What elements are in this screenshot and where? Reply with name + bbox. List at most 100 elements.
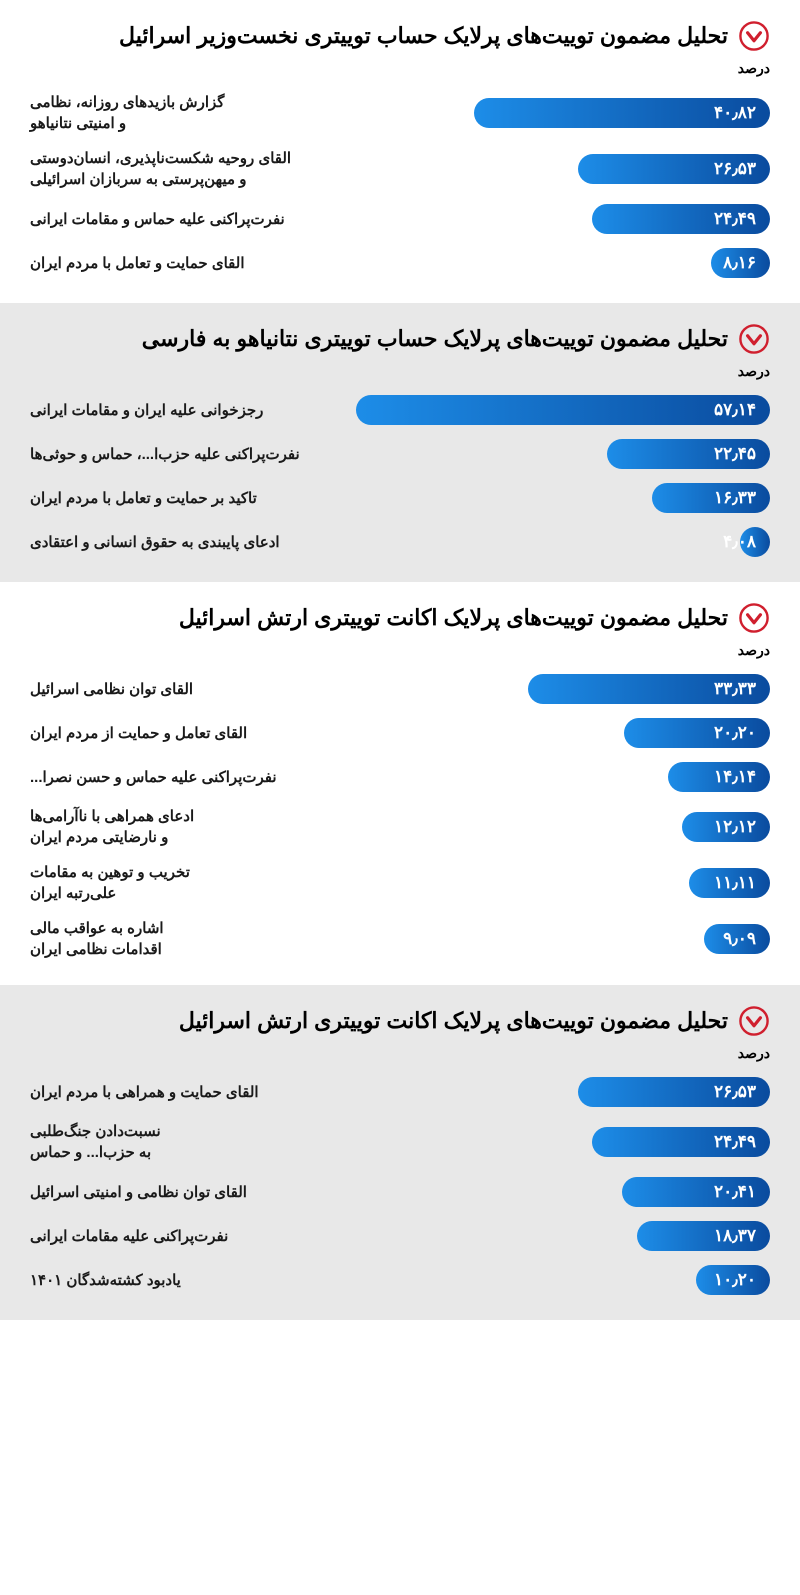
bar-label: القای حمایت و همراهی با مردم ایران bbox=[30, 1082, 320, 1103]
bar-row: ۲۶٫۵۳ القای روحیه شکست‌ناپذیری، انسان‌دوس… bbox=[30, 148, 770, 190]
bar-track: ۱۰٫۲۰ bbox=[335, 1265, 770, 1295]
bar-value: ۵۷٫۱۴ bbox=[714, 400, 756, 420]
bar-value: ۲۲٫۴۵ bbox=[714, 444, 756, 464]
bar-track: ۱۶٫۳۳ bbox=[335, 483, 770, 513]
bar-row: ۲۴٫۴۹ نفرت‌پراکنی علیه حماس و مقامات ایرا… bbox=[30, 204, 770, 234]
bar-value: ۲۴٫۴۹ bbox=[714, 1132, 756, 1152]
bar-track: ۲۲٫۴۵ bbox=[335, 439, 770, 469]
bar-value: ۱۸٫۳۷ bbox=[714, 1226, 756, 1246]
bar-label: یادبود کشته‌شدگان ۱۴۰۱ bbox=[30, 1270, 320, 1291]
section-header: تحلیل مضمون توییت‌های پرلایک اکانت توییت… bbox=[30, 1005, 770, 1037]
bar-track: ۲۶٫۵۳ bbox=[335, 154, 770, 184]
bar: ۲۶٫۵۳ bbox=[578, 1077, 770, 1107]
bar-label: اشاره به عواقب مالیاقدامات نظامی ایران bbox=[30, 918, 320, 960]
bar-label: نفرت‌پراکنی علیه حماس و مقامات ایرانی bbox=[30, 209, 320, 230]
bar-value: ۱۲٫۱۲ bbox=[714, 817, 756, 837]
bar-label: نفرت‌پراکنی علیه مقامات ایرانی bbox=[30, 1226, 320, 1247]
bar: ۲۰٫۴۱ bbox=[622, 1177, 770, 1207]
bar-row: ۱۰٫۲۰ یادبود کشته‌شدگان ۱۴۰۱ bbox=[30, 1265, 770, 1295]
bar-label: القای توان نظامی و امنیتی اسرائیل bbox=[30, 1182, 320, 1203]
bar-track: ۱۲٫۱۲ bbox=[335, 812, 770, 842]
bar-row: ۲۰٫۴۱ القای توان نظامی و امنیتی اسرائیل bbox=[30, 1177, 770, 1207]
bar-value: ۲۴٫۴۹ bbox=[714, 209, 756, 229]
bar-value: ۲۰٫۴۱ bbox=[714, 1182, 756, 1202]
bar: ۱۰٫۲۰ bbox=[696, 1265, 770, 1295]
bar-label: نسبت‌دادن جنگ‌طلبیبه حزب‌ا... و حماس bbox=[30, 1121, 320, 1163]
bar-track: ۲۴٫۴۹ bbox=[335, 1127, 770, 1157]
section-title: تحلیل مضمون توییت‌های پرلایک حساب توییتر… bbox=[119, 23, 728, 49]
bar-row: ۱۲٫۱۲ ادعای همراهی با ناآرامی‌هاو نارضایت… bbox=[30, 806, 770, 848]
bar-track: ۲۰٫۴۱ bbox=[335, 1177, 770, 1207]
bar-label: القای حمایت و تعامل با مردم ایران bbox=[30, 253, 320, 274]
bar-track: ۳۳٫۳۳ bbox=[335, 674, 770, 704]
axis-label: درصد bbox=[30, 642, 770, 659]
bar-value: ۱۱٫۱۱ bbox=[714, 873, 756, 893]
chart-section: تحلیل مضمون توییت‌های پرلایک حساب توییتر… bbox=[0, 303, 800, 582]
bar-value: ۲۰٫۲۰ bbox=[714, 723, 756, 743]
section-header: تحلیل مضمون توییت‌های پرلایک حساب توییتر… bbox=[30, 323, 770, 355]
bar-label: ادعای همراهی با ناآرامی‌هاو نارضایتی مرد… bbox=[30, 806, 320, 848]
axis-label: درصد bbox=[30, 60, 770, 77]
section-title: تحلیل مضمون توییت‌های پرلایک اکانت توییت… bbox=[179, 605, 728, 631]
bar-label: نفرت‌پراکنی علیه حزب‌ا...، حماس و حوثی‌ه… bbox=[30, 444, 320, 465]
axis-label: درصد bbox=[30, 1045, 770, 1062]
chart-section: تحلیل مضمون توییت‌های پرلایک اکانت توییت… bbox=[0, 985, 800, 1320]
bar-track: ۲۴٫۴۹ bbox=[335, 204, 770, 234]
section-title: تحلیل مضمون توییت‌های پرلایک اکانت توییت… bbox=[179, 1008, 728, 1034]
bar-row: ۴۰٫۸۲ گزارش بازیدهای روزانه، نظامیو امنیت… bbox=[30, 92, 770, 134]
down-arrow-icon bbox=[738, 602, 770, 634]
bar-label: القای تعامل و حمایت از مردم ایران bbox=[30, 723, 320, 744]
section-header: تحلیل مضمون توییت‌های پرلایک اکانت توییت… bbox=[30, 602, 770, 634]
bar-value: ۳۳٫۳۳ bbox=[714, 679, 756, 699]
bar-value: ۱۰٫۲۰ bbox=[714, 1270, 756, 1290]
bar: ۲۴٫۴۹ bbox=[592, 1127, 770, 1157]
chart-section: تحلیل مضمون توییت‌های پرلایک اکانت توییت… bbox=[0, 582, 800, 985]
down-arrow-icon bbox=[738, 323, 770, 355]
bar-track: ۲۶٫۵۳ bbox=[335, 1077, 770, 1107]
bar-track: ۹٫۰۹ bbox=[335, 924, 770, 954]
bar: ۳۳٫۳۳ bbox=[528, 674, 770, 704]
bar: ۱۲٫۱۲ bbox=[682, 812, 770, 842]
bar-track: ۱۸٫۳۷ bbox=[335, 1221, 770, 1251]
bar-label: القای روحیه شکست‌ناپذیری، انسان‌دوستیو م… bbox=[30, 148, 320, 190]
bar-row: ۱۶٫۳۳ تاکید بر حمایت و تعامل با مردم ایرا… bbox=[30, 483, 770, 513]
down-arrow-icon bbox=[738, 1005, 770, 1037]
bar-label: القای توان نظامی اسرائیل bbox=[30, 679, 320, 700]
chart-section: تحلیل مضمون توییت‌های پرلایک حساب توییتر… bbox=[0, 0, 800, 303]
bar: ۱۸٫۳۷ bbox=[637, 1221, 770, 1251]
bar-label: تخریب و توهین به مقاماتعلی‌رتبه ایران bbox=[30, 862, 320, 904]
bar-row: ۹٫۰۹ اشاره به عواقب مالیاقدامات نظامی ایر… bbox=[30, 918, 770, 960]
bar-row: ۲۶٫۵۳ القای حمایت و همراهی با مردم ایران bbox=[30, 1077, 770, 1107]
bar-row: ۸٫۱۶ القای حمایت و تعامل با مردم ایران bbox=[30, 248, 770, 278]
bar-label: تاکید بر حمایت و تعامل با مردم ایران bbox=[30, 488, 320, 509]
bar: ۱۶٫۳۳ bbox=[652, 483, 770, 513]
bar-track: ۴۰٫۸۲ bbox=[335, 98, 770, 128]
bar-track: ۱۴٫۱۴ bbox=[335, 762, 770, 792]
bar-label: نفرت‌پراکنی علیه حماس و حسن نصرا... bbox=[30, 767, 320, 788]
bar-value: ۲۶٫۵۳ bbox=[714, 1082, 756, 1102]
bar: ۸٫۱۶ bbox=[711, 248, 770, 278]
bar-value: ۸٫۱۶ bbox=[723, 253, 756, 273]
bar-value: ۴٫۰۸ bbox=[723, 532, 756, 552]
bar-track: ۴٫۰۸ bbox=[335, 527, 770, 557]
axis-label: درصد bbox=[30, 363, 770, 380]
bar: ۱۱٫۱۱ bbox=[689, 868, 770, 898]
bar: ۹٫۰۹ bbox=[704, 924, 770, 954]
section-header: تحلیل مضمون توییت‌های پرلایک حساب توییتر… bbox=[30, 20, 770, 52]
bar-label: ادعای پایبندی به حقوق انسانی و اعتقادی bbox=[30, 532, 320, 553]
bar-row: ۲۰٫۲۰ القای تعامل و حمایت از مردم ایران bbox=[30, 718, 770, 748]
bar-track: ۲۰٫۲۰ bbox=[335, 718, 770, 748]
bar-value: ۲۶٫۵۳ bbox=[714, 159, 756, 179]
bar-row: ۴٫۰۸ ادعای پایبندی به حقوق انسانی و اعتقا… bbox=[30, 527, 770, 557]
bar-row: ۱۸٫۳۷ نفرت‌پراکنی علیه مقامات ایرانی bbox=[30, 1221, 770, 1251]
bar-track: ۱۱٫۱۱ bbox=[335, 868, 770, 898]
bar-row: ۲۴٫۴۹ نسبت‌دادن جنگ‌طلبیبه حزب‌ا... و حما… bbox=[30, 1121, 770, 1163]
bar: ۲۲٫۴۵ bbox=[607, 439, 770, 469]
bar-track: ۵۷٫۱۴ bbox=[335, 395, 770, 425]
bar: ۲۶٫۵۳ bbox=[578, 154, 770, 184]
bar-value: ۹٫۰۹ bbox=[723, 929, 756, 949]
bar-row: ۳۳٫۳۳ القای توان نظامی اسرائیل bbox=[30, 674, 770, 704]
bar-label: گزارش بازیدهای روزانه، نظامیو امنیتی نتا… bbox=[30, 92, 320, 134]
bar-value: ۱۶٫۳۳ bbox=[714, 488, 756, 508]
down-arrow-icon bbox=[738, 20, 770, 52]
